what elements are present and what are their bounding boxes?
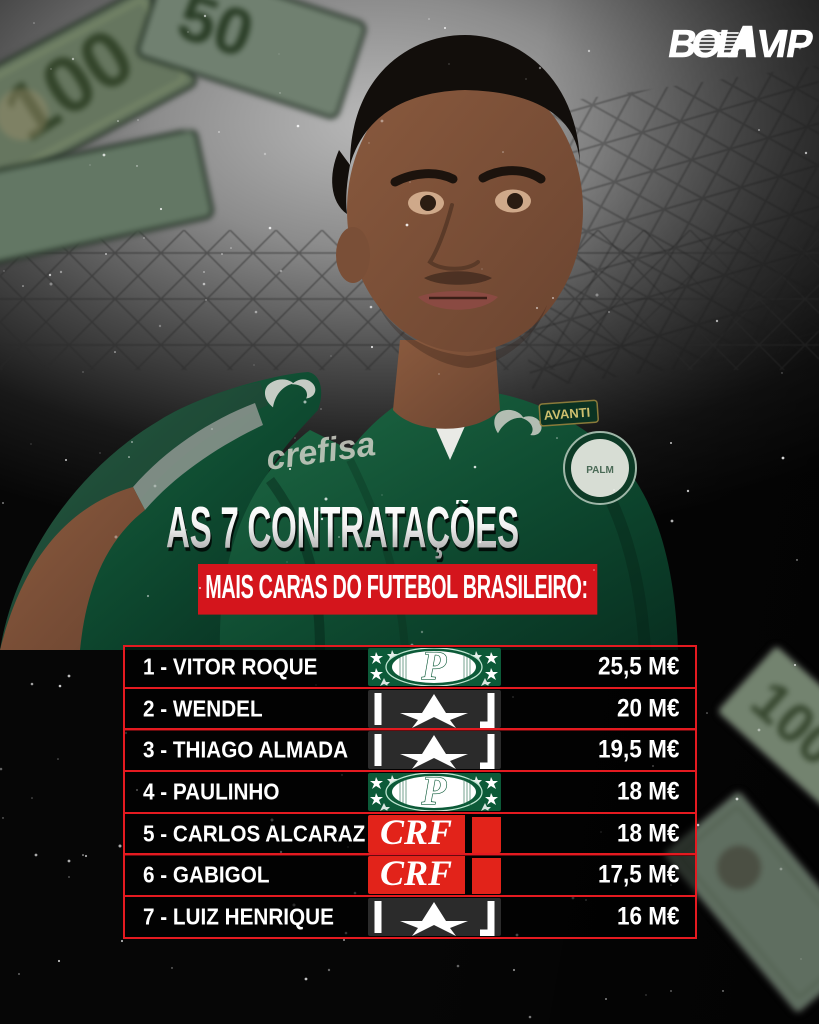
svg-text:PALM: PALM bbox=[586, 465, 614, 476]
